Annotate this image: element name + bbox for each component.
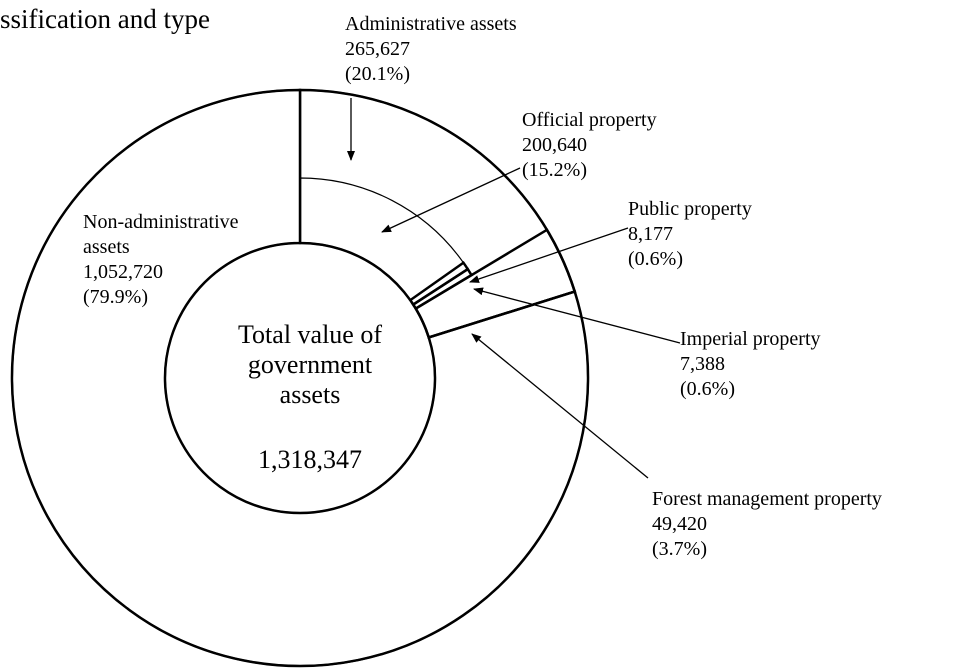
label-percent: (79.9%) [83,286,148,308]
segment-label: Non-administrative assets 1,052,720 (79.… [83,210,288,310]
arrow [471,333,649,479]
label-percent: (20.1%) [345,63,410,85]
label-name: Forest management property [652,488,882,510]
donut [10,88,590,668]
label-value: 49,420 [652,513,707,535]
segment-label: Public property 8,177 (0.6%) [628,197,752,272]
segment-label: Administrative assets 265,627 (20.1%) [345,12,517,87]
arrows [347,98,681,479]
label-name: Administrative assets [345,13,517,35]
chart-title: ssification and type [0,4,210,34]
label-percent: (0.6%) [680,378,735,400]
label-value: 200,640 [522,134,587,156]
label-percent: (3.7%) [652,538,707,560]
segment-label: Imperial property 7,388 (0.6%) [680,327,821,402]
arrow [473,287,681,344]
label-value: 265,627 [345,38,410,60]
arrow [469,227,629,283]
outer-ring [11,89,589,667]
inner-circle [164,242,436,514]
label-percent: (15.2%) [522,159,587,181]
center-label: Total value of government assets [237,320,382,409]
label-name: Public property [628,198,752,220]
label-value: 8,177 [628,223,673,245]
label-name: Imperial property [680,328,821,350]
label-percent: (0.6%) [628,248,683,270]
total-label: 1,318,347 [258,445,362,474]
arrow [381,167,521,233]
segment-label: Forest management property 49,420 (3.7%) [652,487,882,562]
segment-label: Official property 200,640 (15.2%) [522,108,657,183]
label-value: 7,388 [680,353,725,375]
label-name: Non-administrative assets [83,211,239,258]
label-value: 1,052,720 [83,261,163,283]
label-name: Official property [522,109,657,131]
